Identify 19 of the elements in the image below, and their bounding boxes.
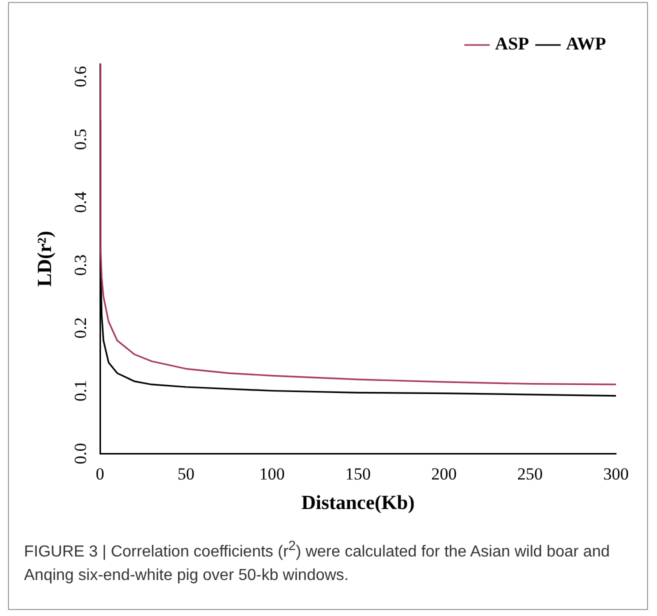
y-tick-label: 0.5 <box>70 128 90 150</box>
x-axis-title: Distance(Kb) <box>301 492 415 514</box>
y-tick-label: 0.6 <box>70 66 90 88</box>
y-tick-label: 0.0 <box>70 442 90 464</box>
x-tick-label: 200 <box>431 464 457 484</box>
y-tick-label: 0.1 <box>70 380 90 402</box>
y-tick-label: 0.4 <box>70 191 90 213</box>
y-axis-title: LD(r²) <box>34 230 56 287</box>
caption: FIGURE 3 | Correlation coefficients (r$^{2}$) were calculated for the Asian wild boar and Anqing six-end-white pig over 50-kb windows. <box>24 537 611 586</box>
x-tick-label: 50 <box>178 464 194 484</box>
legend-label: AWP <box>566 34 606 54</box>
x-tick-label: 100 <box>259 464 285 484</box>
x-tick-label: 250 <box>517 464 543 484</box>
x-tick-label: 150 <box>345 464 371 484</box>
y-tick-label: 0.3 <box>70 254 90 276</box>
y-tick-label: 0.2 <box>70 317 90 339</box>
x-tick-label: 300 <box>603 464 629 484</box>
legend-label: ASP <box>494 34 530 54</box>
x-tick-label: 0 <box>96 464 104 484</box>
